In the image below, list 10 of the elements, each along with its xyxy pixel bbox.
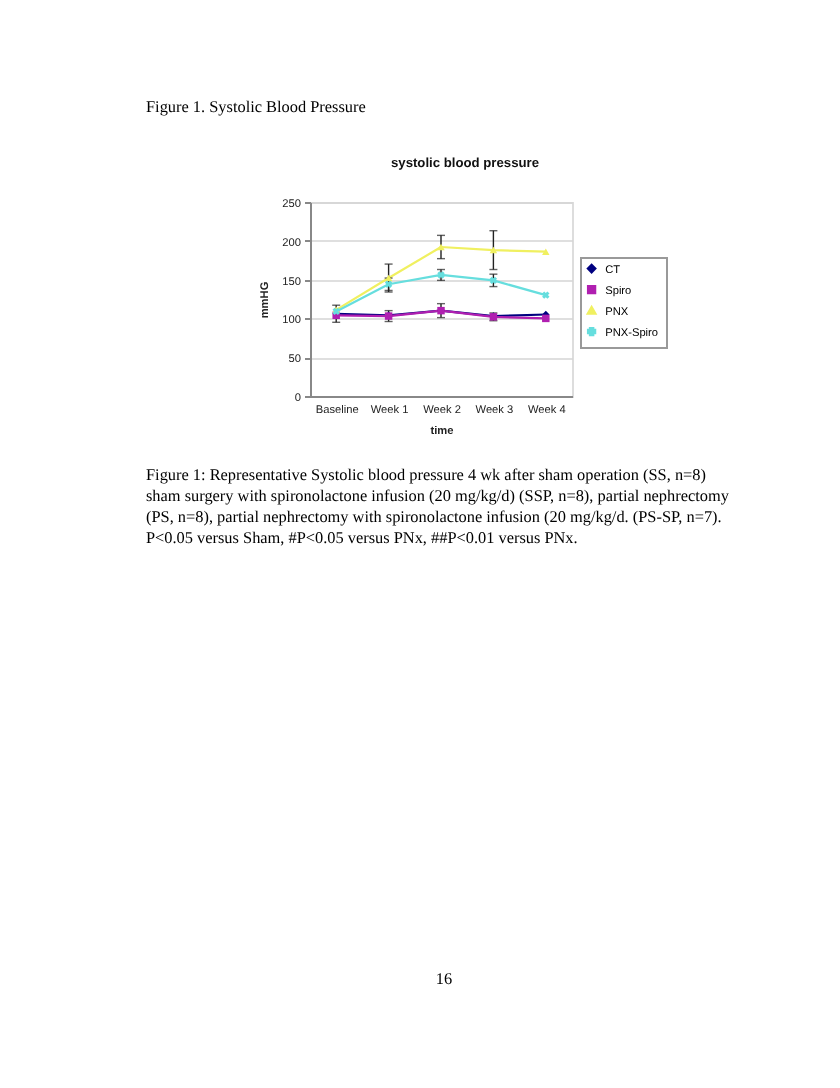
point <box>489 246 498 254</box>
text: 16 <box>435 970 453 988</box>
point <box>542 248 550 255</box>
point <box>437 243 445 251</box>
caption: Figure 1. Systolic Blood Pressure <box>146 98 367 116</box>
text: sham surgery with spironolactone infusion (20 mg/kg/d) (SSP, n=8), partial nephrectomy <box>146 487 731 505</box>
point <box>542 291 550 299</box>
text: (PS, n=8), partial nephrectomy with spironolactone infusion (20 mg/kg/d. (PS-SP, n=7). <box>146 508 722 526</box>
caption: Figure 1: Representative Systolic blood pressure 4 wk after sham operation (SS, n=8) <box>146 466 707 484</box>
text: P<0.05 versus Sham, #P<0.05 versus PNx, ##P<0.01 versus PNx. <box>146 529 578 547</box>
